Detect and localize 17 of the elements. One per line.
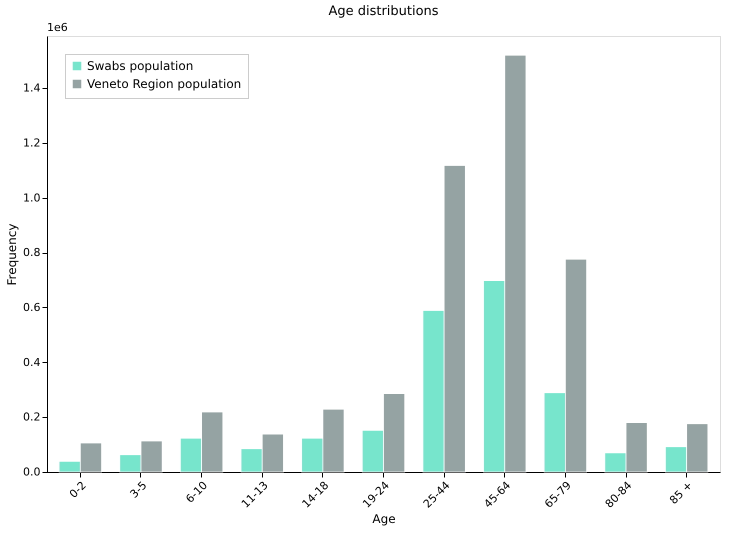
- y-tick-label: 1.4: [23, 82, 40, 95]
- y-tick-label: 0.0: [23, 466, 40, 478]
- y-tick-label: 0.4: [23, 356, 40, 369]
- y-tick-label: 1.0: [23, 191, 40, 204]
- x-tick-label: 3-5: [128, 478, 150, 501]
- y-tick-label: 1.2: [23, 136, 40, 150]
- legend-label: Swabs population: [87, 59, 194, 73]
- text: 1e6: [47, 21, 68, 34]
- y-tick-label: 0.8: [23, 246, 40, 260]
- x-tick-label: 0-2: [66, 478, 89, 501]
- y-tick-label: 0.2: [23, 410, 40, 424]
- y-axis-title: Frequency: [5, 224, 20, 286]
- y-tick-label: 0.6: [23, 300, 40, 314]
- x-axis-title: Age: [372, 512, 396, 526]
- x-tick-label: 85 +: [667, 478, 696, 507]
- chart-title: Age distributions: [328, 4, 439, 19]
- legend-label: Veneto Region population: [87, 77, 242, 91]
